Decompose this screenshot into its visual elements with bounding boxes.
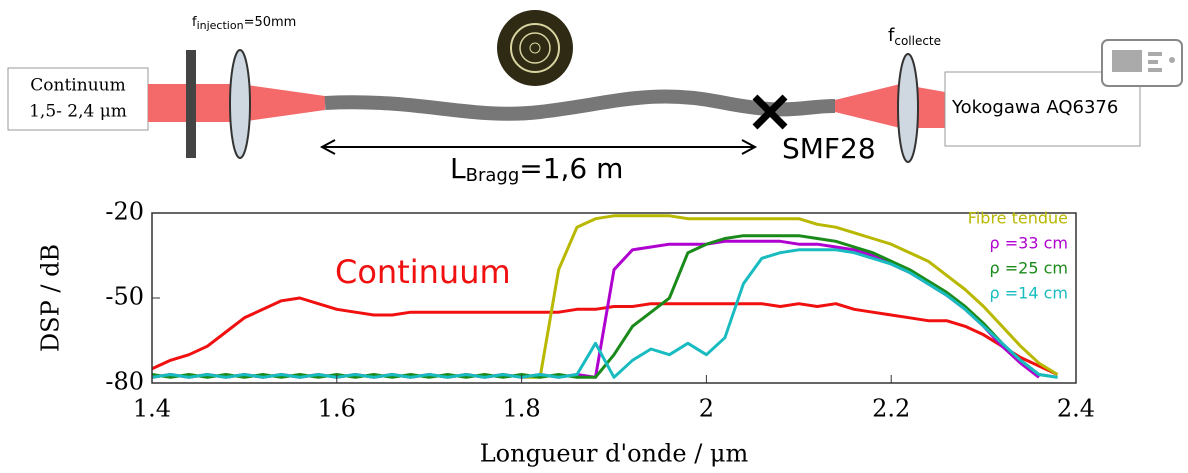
x-tick-label: 1.8 xyxy=(503,395,541,423)
legend-label: ρ =33 cm xyxy=(990,234,1068,253)
series-line xyxy=(151,234,1058,379)
lens xyxy=(897,53,919,163)
sub: injection xyxy=(197,19,244,32)
x-tick-label: 2 xyxy=(699,395,714,423)
legend-label: Fibre tendue xyxy=(968,209,1068,228)
source-title: Continuum xyxy=(30,76,125,96)
analyzer-label: Yokogawa AQ6376 xyxy=(951,97,1118,118)
rest: =50mm xyxy=(244,15,297,30)
series-annotation: Continuum xyxy=(335,253,511,291)
rest: =1,6 m xyxy=(519,152,623,185)
cut-mark xyxy=(752,94,788,130)
series-line xyxy=(151,248,1058,379)
collect-label: fcollecte xyxy=(888,25,941,48)
y-tick-label: -50 xyxy=(105,283,144,311)
fiber-label: SMF28 xyxy=(782,132,876,165)
y-tick-label: -80 xyxy=(105,368,144,396)
legend-label: ρ =25 cm xyxy=(990,259,1068,278)
length-label: LBragg=1,6 m xyxy=(450,152,623,186)
f: f xyxy=(192,15,197,30)
legend-label: ρ =14 cm xyxy=(990,284,1068,303)
beam xyxy=(835,84,945,128)
ring xyxy=(510,23,560,73)
core xyxy=(529,42,541,54)
x-tick-label: 1.4 xyxy=(133,395,171,423)
y-tick-label: -20 xyxy=(105,198,144,226)
sub: collecte xyxy=(894,34,941,48)
analyzer-icon xyxy=(1101,39,1183,87)
injection-label: finjection=50mm xyxy=(192,15,296,33)
x-tick-label: 2.4 xyxy=(1057,395,1095,423)
source-range: 1,5- 2,4 μm xyxy=(29,102,127,122)
filter xyxy=(186,50,196,158)
ring xyxy=(519,32,551,64)
fiber xyxy=(324,89,836,121)
f: f xyxy=(888,25,895,46)
sub: Bragg xyxy=(466,165,520,186)
length-arrow xyxy=(319,139,758,155)
L: L xyxy=(450,152,466,185)
fiber-section xyxy=(497,10,573,86)
lens xyxy=(229,49,251,159)
x-axis-label: Longueur d'onde / μm xyxy=(480,440,749,468)
series-line xyxy=(151,296,1059,376)
y-axis-label: DSP / dB xyxy=(37,244,65,352)
x-tick-label: 1.6 xyxy=(318,395,356,423)
chart: 1.4 1.6 1.8 2 2.2 2.4 -80 -50 -20 Longueur d'onde… xyxy=(37,198,1096,468)
x-tick-label: 2.2 xyxy=(872,395,910,423)
series-line xyxy=(151,214,1059,379)
source-box xyxy=(7,67,149,131)
